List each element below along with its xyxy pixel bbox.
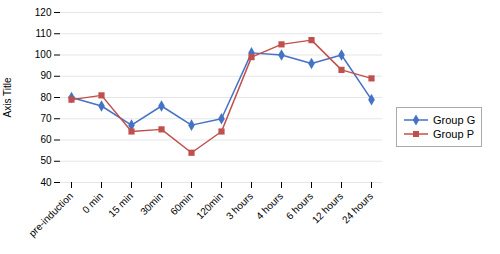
svg-text:110: 110 bbox=[36, 28, 52, 39]
svg-text:40: 40 bbox=[40, 177, 52, 188]
svg-text:6 hours: 6 hours bbox=[283, 190, 316, 222]
svg-text:100: 100 bbox=[35, 49, 52, 60]
svg-text:0 min: 0 min bbox=[80, 190, 105, 215]
svg-text:50: 50 bbox=[40, 155, 52, 166]
svg-text:12 hours: 12 hours bbox=[310, 190, 345, 225]
svg-text:60: 60 bbox=[40, 134, 52, 145]
svg-text:3 hours: 3 hours bbox=[224, 190, 255, 221]
svg-text:80: 80 bbox=[40, 92, 52, 103]
svg-text:4 hours: 4 hours bbox=[254, 190, 285, 221]
svg-text:pre-induction: pre-induction bbox=[27, 190, 76, 239]
svg-text:Axis Title: Axis Title bbox=[2, 77, 13, 117]
svg-text:15 min: 15 min bbox=[106, 190, 135, 219]
html-text:Group G: Group G bbox=[433, 114, 476, 126]
svg-text:120: 120 bbox=[35, 7, 52, 18]
svg-text:30min: 30min bbox=[138, 190, 165, 217]
svg-text:70: 70 bbox=[40, 113, 52, 124]
svg-text:120min: 120min bbox=[194, 190, 225, 221]
svg-text:24 hours: 24 hours bbox=[340, 190, 375, 225]
svg-text:90: 90 bbox=[40, 70, 52, 81]
html-text:Group P: Group P bbox=[433, 128, 474, 140]
svg-text:60min: 60min bbox=[168, 190, 195, 217]
